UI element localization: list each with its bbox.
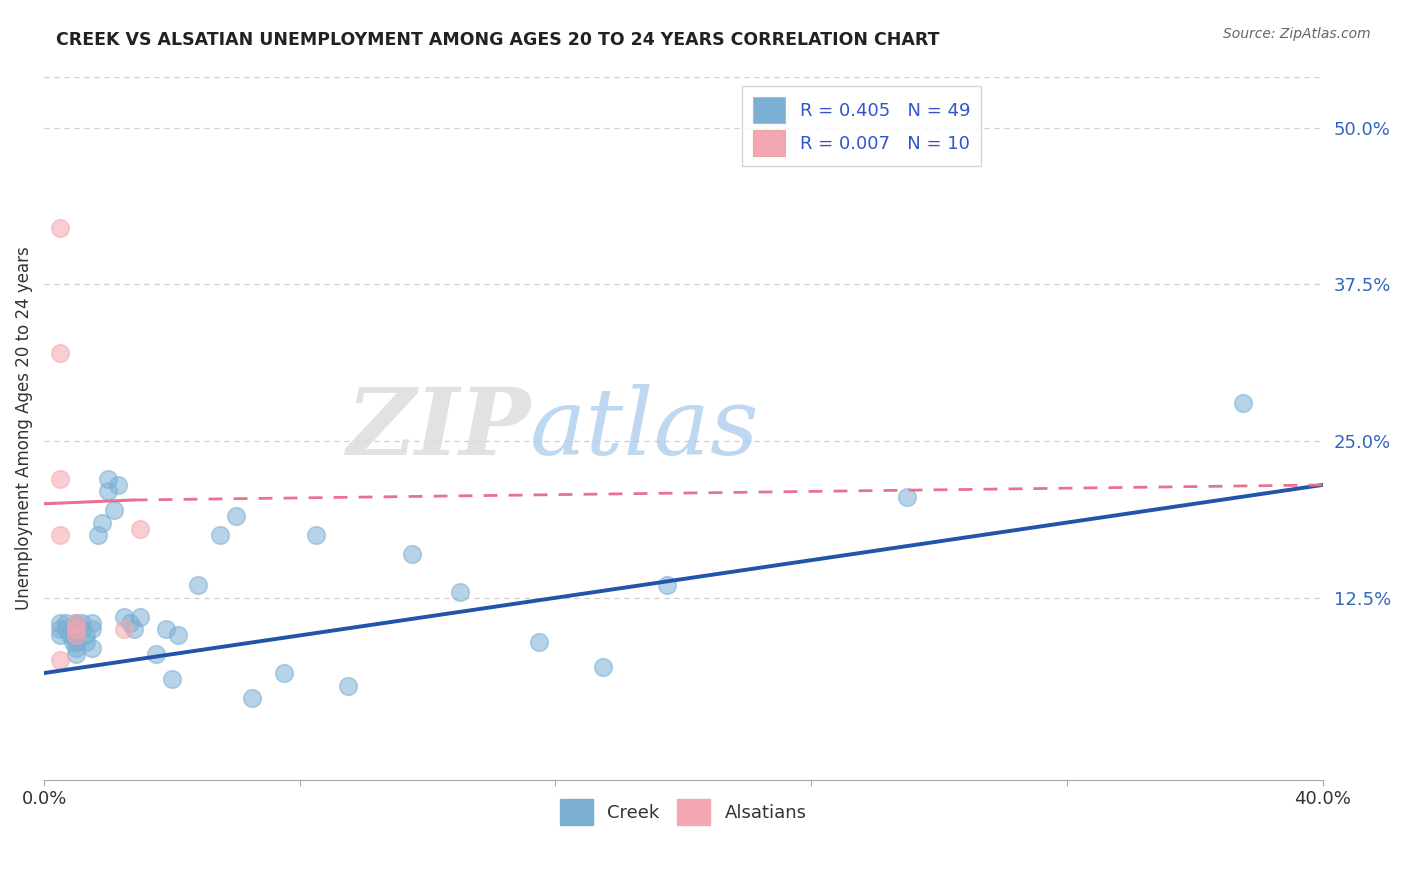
Text: atlas: atlas [530,384,759,474]
Point [65,640,87,655]
Point [160,673,183,687]
Point [80,640,103,655]
Point [112,622,135,636]
Legend: Creek, Alsatians: Creek, Alsatians [551,790,815,834]
Point [336,679,359,693]
Point [97,484,120,499]
Point [145,647,167,661]
Point [65,615,87,630]
Point [87,528,110,542]
Point [72,622,94,636]
Point [49,220,72,235]
Point [401,547,423,561]
Point [55,615,77,630]
Point [75,628,97,642]
Point [896,491,918,505]
Point [529,634,551,648]
Point [107,478,129,492]
Point [49,528,72,542]
Point [65,622,87,636]
Point [49,628,72,642]
Point [65,615,87,630]
Point [155,622,177,636]
Point [62,634,84,648]
Point [449,584,471,599]
Point [186,578,208,592]
Point [75,634,97,648]
Point [65,647,87,661]
Point [129,522,152,536]
Point [225,509,247,524]
Point [65,628,87,642]
Point [305,528,328,542]
Point [49,472,72,486]
Point [112,609,135,624]
Point [65,634,87,648]
Point [80,615,103,630]
Point [240,691,263,706]
Point [80,622,103,636]
Point [65,628,87,642]
Point [49,346,72,360]
Point [49,615,72,630]
Point [59,628,82,642]
Point [72,615,94,630]
Text: ZIP: ZIP [346,384,530,474]
Point [1232,396,1254,410]
Point [167,628,190,642]
Point [208,528,231,542]
Point [90,516,112,530]
Point [273,666,295,681]
Point [120,615,142,630]
Point [65,622,87,636]
Point [103,503,125,517]
Point [97,472,120,486]
Point [592,659,614,673]
Text: Source: ZipAtlas.com: Source: ZipAtlas.com [1223,27,1371,41]
Point [129,609,152,624]
Point [657,578,679,592]
Point [49,653,72,667]
Y-axis label: Unemployment Among Ages 20 to 24 years: Unemployment Among Ages 20 to 24 years [15,247,32,610]
Point [65,615,87,630]
Text: CREEK VS ALSATIAN UNEMPLOYMENT AMONG AGES 20 TO 24 YEARS CORRELATION CHART: CREEK VS ALSATIAN UNEMPLOYMENT AMONG AGE… [56,31,939,49]
Point [122,622,145,636]
Point [49,622,72,636]
Point [55,622,77,636]
